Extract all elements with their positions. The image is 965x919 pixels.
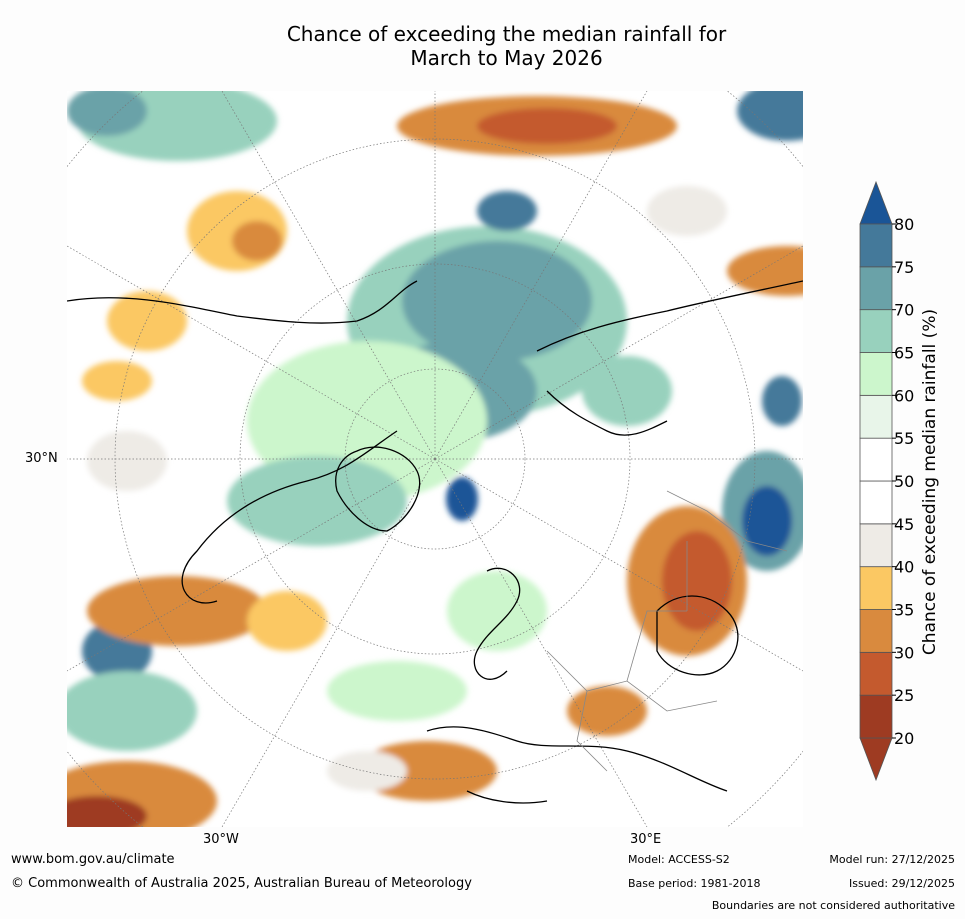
- colorbar-tick-label: 55: [894, 429, 914, 448]
- borders: [546, 490, 788, 772]
- colorbar-title: Chance of exceeding median rainfall (%): [920, 308, 940, 656]
- dry-region-north-america: [247, 591, 327, 651]
- wet-region-arctic-core: [402, 241, 592, 361]
- dry-region-mediterranean: [567, 686, 647, 736]
- colorbar-segment: [859, 566, 893, 610]
- wet-region-siberia: [582, 356, 672, 426]
- wet-spot-north: [477, 191, 537, 231]
- dry-core-greenland: [232, 221, 282, 261]
- footer-model: Model: ACCESS-S2: [628, 853, 730, 866]
- colorbar-extend-bottom: [859, 737, 893, 782]
- colorbar-segment: [859, 651, 893, 696]
- canada-coast: [181, 430, 398, 604]
- lat-label-30n: 30°N: [25, 451, 58, 466]
- colorbar-tick-label: 35: [894, 601, 914, 620]
- colorbar-segment: [859, 309, 893, 353]
- wet-region-pacific: [67, 671, 197, 751]
- siberia-coast: [536, 280, 803, 352]
- dry-region-west-south: [82, 361, 152, 401]
- wet-spot-east: [742, 486, 792, 556]
- coastlines: [67, 280, 803, 804]
- lon-label-30w: 30°W: [203, 832, 239, 847]
- dry-region-northeast: [727, 246, 803, 296]
- colorbar-tick-label: 80: [894, 215, 914, 234]
- lon-label-30e: 30°E: [630, 832, 662, 847]
- mediterranean-coast: [426, 726, 728, 792]
- wet-spot-topleft: [67, 91, 147, 136]
- colorbar-segment: [859, 352, 893, 396]
- africa-coast: [466, 790, 548, 804]
- colorbar-segment: [859, 609, 893, 653]
- dry-region-pacific: [87, 576, 267, 646]
- graticule: [67, 91, 803, 827]
- scandinavia-coast: [473, 567, 521, 680]
- footer-issued: Issued: 29/12/2025: [848, 877, 955, 890]
- colorbar-tick-label: 40: [894, 558, 914, 577]
- dry-core-central-asia: [662, 531, 732, 631]
- title-line-1: Chance of exceeding the median rainfall …: [286, 22, 727, 46]
- dry-core-bottomleft: [67, 796, 147, 827]
- rainfall-probability-map: [67, 91, 803, 827]
- dry-core-north: [477, 108, 617, 144]
- greenland-coast: [335, 446, 421, 532]
- colorbar-segments: [859, 180, 893, 782]
- footer-copyright: © Commonwealth of Australia 2025, Austra…: [11, 876, 472, 891]
- wet-spot-greenland-sea: [446, 477, 478, 521]
- dry-region-west: [107, 291, 187, 351]
- map-canvas: [67, 91, 803, 827]
- alaska-coast: [67, 280, 418, 324]
- colorbar-segment: [859, 394, 893, 439]
- colorbar-segment: [859, 223, 893, 268]
- neutral-region-north: [647, 186, 727, 236]
- colorbar-segment: [859, 480, 893, 525]
- colorbar-segment: [859, 437, 893, 482]
- colorbar-segment: [859, 266, 893, 311]
- colorbar-tick-label: 45: [894, 515, 914, 534]
- neutral-region-atlantic: [327, 751, 407, 791]
- taymyr-coast: [546, 390, 668, 436]
- colorbar-tick-label: 50: [894, 472, 914, 491]
- wet-spot-east-north: [762, 376, 802, 426]
- footer-model-run: Model run: 27/12/2025: [829, 853, 955, 866]
- footer-disclaimer: Boundaries are not considered authoritat…: [711, 899, 955, 912]
- colorbar-extend-top: [859, 180, 893, 225]
- colorbar-ticks: 20 25 30 35 40 45 50 55 60 65 70 75 80: [892, 215, 914, 748]
- colorbar: 20 25 30 35 40 45 50 55 60 65 70 75 80: [859, 180, 914, 782]
- title-line-2: March to May 2026: [410, 46, 603, 70]
- colorbar-tick-label: 60: [894, 386, 914, 405]
- footer-base-period: Base period: 1981-2018: [628, 877, 761, 890]
- colorbar-segment: [859, 694, 893, 739]
- colorbar-tick-label: 20: [894, 729, 914, 748]
- colorbar-tick-label: 30: [894, 643, 914, 662]
- colorbar-tick-label: 75: [894, 258, 914, 277]
- wet-spot-topright: [737, 91, 803, 141]
- footer-website: www.bom.gov.au/climate: [11, 852, 175, 867]
- caspian-coast: [656, 595, 739, 676]
- colorbar-tick-label: 25: [894, 686, 914, 705]
- wet-region-scandinavia: [447, 571, 547, 651]
- neutral-region-west: [87, 431, 167, 491]
- wet-region-hudson: [227, 456, 407, 546]
- map-title: Chance of exceeding the median rainfall …: [0, 22, 965, 70]
- wet-region-atlantic: [327, 661, 467, 721]
- colorbar-segment: [859, 523, 893, 568]
- colorbar-tick-label: 65: [894, 344, 914, 363]
- colorbar-tick-label: 70: [894, 301, 914, 320]
